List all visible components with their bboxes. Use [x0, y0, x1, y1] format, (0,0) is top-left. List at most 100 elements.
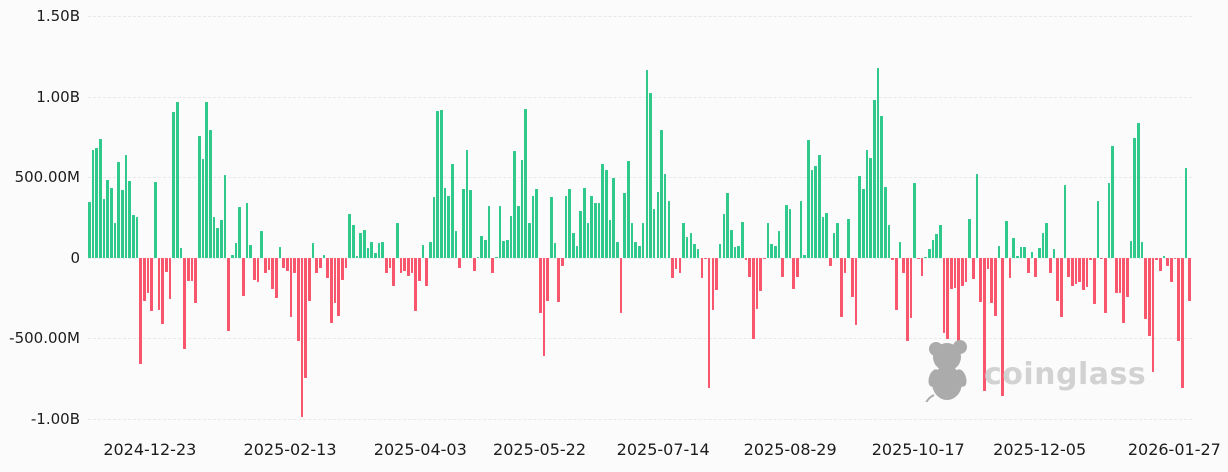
inflow-bar[interactable] — [553, 243, 557, 258]
inflow-bar[interactable] — [348, 213, 352, 258]
inflow-bar[interactable] — [572, 232, 575, 258]
inflow-bar[interactable] — [113, 222, 117, 258]
inflow-bar[interactable] — [1012, 238, 1015, 258]
inflow-bar[interactable] — [968, 219, 971, 258]
inflow-bar[interactable] — [656, 191, 660, 258]
inflow-bar[interactable] — [1063, 185, 1067, 258]
outflow-bar[interactable] — [1100, 257, 1103, 260]
inflow-bar[interactable] — [740, 221, 744, 258]
inflow-bar[interactable] — [887, 224, 891, 258]
outflow-bar[interactable] — [557, 257, 561, 303]
inflow-bar[interactable] — [880, 116, 883, 258]
outflow-bar[interactable] — [1034, 257, 1037, 278]
inflow-bar[interactable] — [788, 209, 792, 258]
inflow-bar[interactable] — [737, 245, 740, 258]
outflow-bar[interactable] — [792, 257, 795, 289]
outflow-bar[interactable] — [902, 257, 905, 274]
inflow-bar[interactable] — [106, 180, 109, 258]
inflow-bar[interactable] — [179, 248, 183, 258]
outflow-bar[interactable] — [982, 257, 986, 391]
inflow-bar[interactable] — [454, 230, 458, 258]
outflow-bar[interactable] — [385, 257, 388, 274]
inflow-bar[interactable] — [623, 192, 627, 258]
outflow-bar[interactable] — [146, 257, 150, 293]
inflow-bar[interactable] — [432, 196, 436, 258]
inflow-bar[interactable] — [443, 187, 447, 258]
outflow-bar[interactable] — [414, 257, 418, 312]
outflow-bar[interactable] — [187, 257, 190, 282]
inflow-bar[interactable] — [370, 242, 374, 258]
outflow-bar[interactable] — [1180, 257, 1184, 388]
outflow-bar[interactable] — [1026, 257, 1030, 274]
inflow-bar[interactable] — [1052, 249, 1056, 258]
outflow-bar[interactable] — [300, 257, 304, 418]
outflow-bar[interactable] — [704, 257, 707, 260]
inflow-bar[interactable] — [1136, 123, 1140, 258]
outflow-bar[interactable] — [905, 257, 909, 342]
outflow-bar[interactable] — [333, 257, 337, 303]
inflow-bar[interactable] — [1023, 247, 1026, 258]
outflow-bar[interactable] — [960, 257, 964, 287]
inflow-bar[interactable] — [638, 245, 641, 258]
inflow-bar[interactable] — [128, 181, 131, 258]
outflow-bar[interactable] — [190, 257, 194, 282]
outflow-bar[interactable] — [326, 257, 330, 279]
inflow-bar[interactable] — [825, 212, 828, 258]
inflow-bar[interactable] — [176, 102, 179, 258]
outflow-bar[interactable] — [1118, 257, 1122, 293]
outflow-bar[interactable] — [1070, 257, 1074, 287]
inflow-bar[interactable] — [110, 187, 113, 258]
outflow-bar[interactable] — [854, 257, 858, 325]
outflow-bar[interactable] — [1125, 257, 1129, 297]
inflow-bar[interactable] — [465, 149, 469, 258]
outflow-bar[interactable] — [315, 257, 319, 274]
inflow-bar[interactable] — [836, 222, 839, 258]
inflow-bar[interactable] — [597, 202, 601, 258]
inflow-bar[interactable] — [1030, 252, 1034, 258]
outflow-bar[interactable] — [1173, 257, 1177, 260]
outflow-bar[interactable] — [293, 257, 297, 274]
outflow-bar[interactable] — [227, 257, 231, 332]
outflow-bar[interactable] — [979, 257, 982, 303]
inflow-bar[interactable] — [652, 209, 656, 258]
inflow-bar[interactable] — [1107, 182, 1111, 258]
inflow-bar[interactable] — [484, 239, 487, 258]
inflow-bar[interactable] — [352, 224, 355, 258]
outflow-bar[interactable] — [993, 257, 997, 316]
inflow-bar[interactable] — [223, 175, 227, 258]
inflow-bar[interactable] — [172, 112, 175, 258]
inflow-bar[interactable] — [1019, 246, 1023, 258]
outflow-bar[interactable] — [275, 257, 278, 298]
outflow-bar[interactable] — [1074, 257, 1078, 284]
outflow-bar[interactable] — [1048, 257, 1052, 274]
inflow-bar[interactable] — [997, 245, 1001, 258]
inflow-bar[interactable] — [1037, 248, 1041, 258]
inflow-bar[interactable] — [476, 256, 480, 258]
inflow-bar[interactable] — [249, 244, 253, 258]
inflow-bar[interactable] — [429, 241, 432, 258]
outflow-bar[interactable] — [392, 257, 396, 287]
inflow-bar[interactable] — [817, 155, 821, 258]
inflow-bar[interactable] — [198, 136, 201, 258]
inflow-bar[interactable] — [91, 149, 95, 258]
outflow-bar[interactable] — [403, 257, 407, 272]
inflow-bar[interactable] — [630, 222, 634, 258]
inflow-bar[interactable] — [605, 170, 608, 258]
outflow-bar[interactable] — [286, 257, 289, 272]
outflow-bar[interactable] — [168, 257, 172, 299]
inflow-bar[interactable] — [876, 68, 880, 258]
outflow-bar[interactable] — [759, 257, 762, 291]
outflow-bar[interactable] — [1092, 257, 1096, 304]
outflow-bar[interactable] — [1147, 257, 1151, 337]
outflow-bar[interactable] — [671, 257, 674, 279]
outflow-bar[interactable] — [1056, 257, 1059, 302]
inflow-bar[interactable] — [1133, 137, 1136, 258]
inflow-bar[interactable] — [718, 243, 722, 258]
inflow-bar[interactable] — [568, 189, 572, 258]
inflow-bar[interactable] — [770, 243, 773, 258]
inflow-bar[interactable] — [927, 249, 931, 258]
inflow-bar[interactable] — [663, 174, 667, 258]
inflow-bar[interactable] — [396, 223, 399, 258]
outflow-bar[interactable] — [282, 257, 286, 269]
inflow-bar[interactable] — [531, 196, 535, 258]
